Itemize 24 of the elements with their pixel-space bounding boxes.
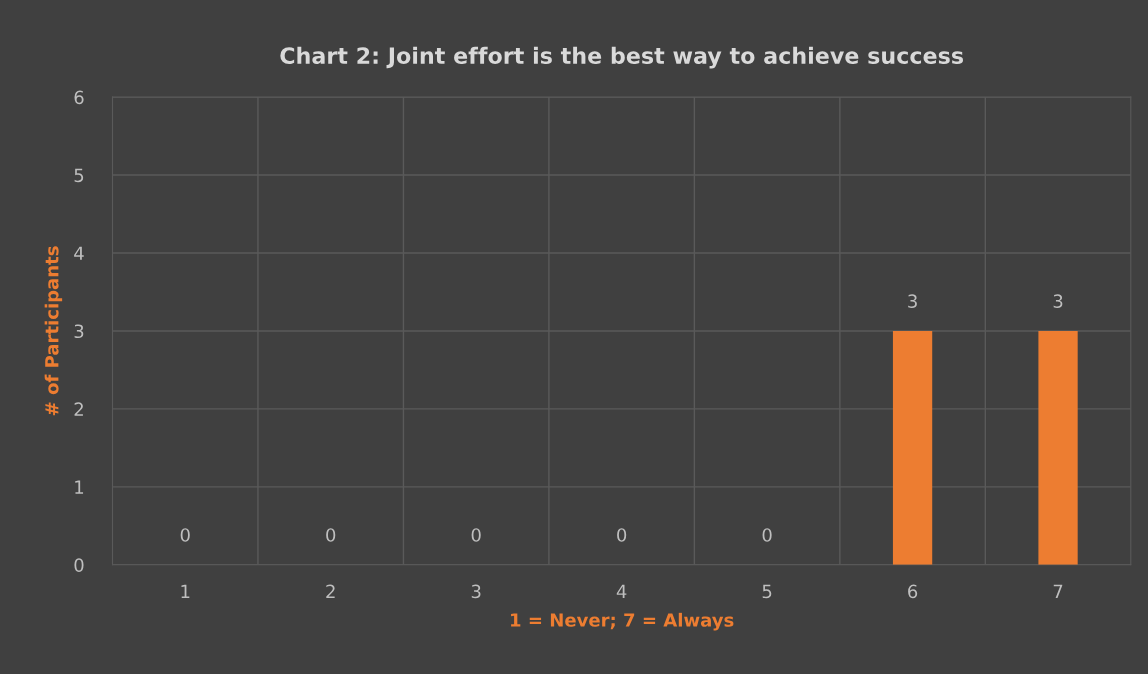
y-tick-label: 5 [74,168,84,183]
x-tick-label: 1 [181,584,190,598]
data-label: 0 [471,528,481,542]
x-tick-label: 5 [762,584,772,599]
y-tick-label: 3 [74,324,84,339]
data-label: 0 [617,528,627,542]
y-tick-label: 0 [74,558,84,572]
data-label: 0 [180,528,190,542]
data-label: 0 [762,528,772,542]
x-tick-label: 6 [908,584,918,599]
chart-title: Chart 2: Joint effort is the best way to achieve success [280,46,963,69]
x-tick-label: 7 [1053,584,1063,598]
y-tick-label: 1 [75,480,84,494]
x-tick-label: 4 [616,584,627,598]
x-axis-title: 1 = Never; 7 = Always [511,612,734,631]
y-tick-label: 4 [74,246,84,260]
y-tick-label: 2 [74,402,83,416]
data-label: 0 [326,528,336,542]
data-label: 3 [1053,294,1063,308]
x-tick-label: 3 [471,584,481,599]
x-tick-label: 2 [326,584,335,598]
y-tick-label: 6 [74,90,84,105]
y-axis-title: # of Participants [44,246,63,416]
data-label: 3 [908,294,917,308]
